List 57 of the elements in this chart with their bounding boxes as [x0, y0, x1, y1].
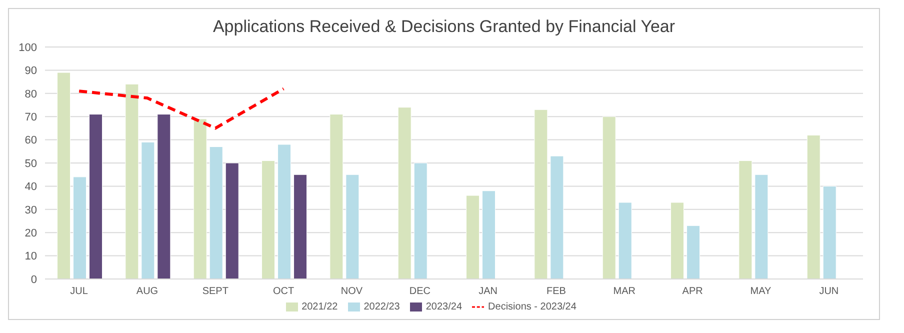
- bar: [73, 176, 87, 279]
- bar: [141, 142, 155, 279]
- bar: [262, 160, 276, 279]
- y-tick-label: 20: [24, 228, 37, 240]
- legend-label: 2023/24: [426, 302, 462, 313]
- x-tick-label: JUL: [70, 286, 88, 298]
- x-tick-label: APR: [682, 286, 703, 298]
- bar: [157, 114, 171, 279]
- legend-label: 2021/22: [302, 302, 338, 313]
- x-tick-label: JAN: [478, 286, 498, 298]
- line-series: [78, 87, 286, 130]
- bar: [294, 174, 308, 279]
- x-tick-label: AUG: [136, 286, 158, 298]
- bar: [57, 72, 71, 279]
- bar: [346, 174, 360, 279]
- bar: [193, 118, 207, 279]
- x-tick-label: MAR: [613, 286, 636, 298]
- bar: [209, 146, 223, 279]
- bar: [330, 114, 344, 279]
- bar: [89, 114, 103, 279]
- x-tick-label: SEPT: [202, 286, 228, 298]
- x-tick-label: MAY: [750, 286, 772, 298]
- y-tick-label: 30: [24, 204, 37, 216]
- x-tick-label: OCT: [273, 286, 294, 298]
- x-tick-label: FEB: [546, 286, 566, 298]
- y-tick-label: 0: [30, 274, 37, 286]
- bar: [806, 134, 820, 279]
- bar: [125, 84, 139, 279]
- y-tick-label: 50: [24, 158, 37, 170]
- bar: [618, 202, 632, 279]
- bar: [686, 225, 700, 279]
- bar: [278, 144, 292, 279]
- x-tick-label: DEC: [409, 286, 430, 298]
- x-tick-label: JUN: [819, 286, 839, 298]
- y-tick-label: 60: [24, 134, 37, 147]
- bar: [738, 160, 752, 279]
- bar: [482, 190, 496, 279]
- bar: [225, 162, 239, 279]
- legend-label: 2022/23: [364, 302, 400, 313]
- bar: [822, 186, 836, 279]
- bar: [550, 156, 564, 279]
- bar: [670, 202, 684, 279]
- y-tick-label: 100: [18, 42, 37, 54]
- y-tick-label: 80: [24, 88, 37, 100]
- y-tick-label: 10: [24, 250, 37, 263]
- bar: [398, 107, 412, 279]
- y-tick-label: 90: [24, 65, 37, 78]
- bar: [534, 109, 548, 279]
- chart-title: Applications Received & Decisions Granted by Financial Year: [212, 17, 676, 38]
- bar: [602, 116, 616, 279]
- y-tick-label: 70: [24, 112, 37, 124]
- x-tick-label: NOV: [340, 286, 363, 298]
- legend-label: Decisions - 2023/24: [488, 302, 576, 313]
- bar: [754, 174, 768, 279]
- bar: [414, 162, 428, 279]
- y-tick-label: 40: [24, 181, 37, 194]
- bar: [466, 195, 480, 279]
